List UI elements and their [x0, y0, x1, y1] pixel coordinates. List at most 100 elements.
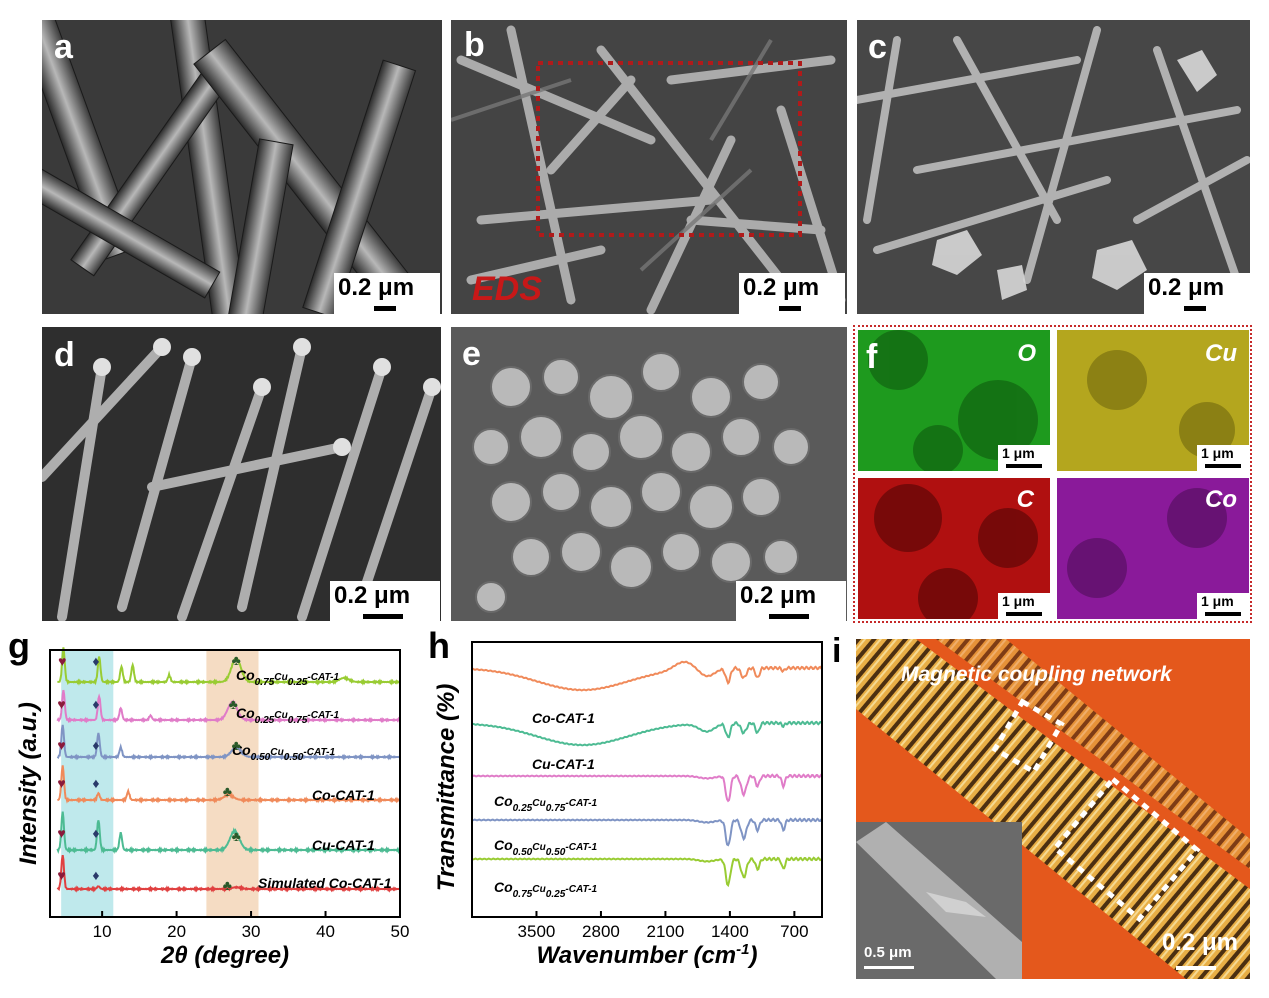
xrd-series-line-3 — [57, 765, 400, 804]
panel-letter-d: d — [54, 336, 75, 374]
magnetic-scale-label: 0.2 μm — [1161, 929, 1238, 956]
heart-marker: ♥ — [57, 825, 65, 841]
eds-scale-label-co: 1 μm — [1201, 593, 1234, 609]
panel-letter-b: b — [464, 26, 485, 64]
sem-image-b — [451, 20, 847, 314]
xrd-highlight-region-0 — [61, 650, 114, 917]
xrd-series-line-2 — [56, 724, 400, 761]
panel-letter-e: e — [462, 335, 481, 373]
diamond-marker: ♦ — [92, 775, 99, 791]
xrd-plot-frame — [49, 649, 401, 918]
eds-label: EDS — [472, 270, 542, 308]
eds-maps-f: O 1 μm Cu 1 μm C 1 μm Co 1 μm — [853, 325, 1252, 623]
club-marker: ♣ — [229, 696, 238, 712]
xrd-chart: Co0.75Cu0.25-CAT-1 Co0.25Cu0.75-CAT-1 Co0.… — [15, 647, 410, 969]
sem-image-c — [857, 20, 1250, 314]
eds-map-c: C 1 μm — [858, 478, 1050, 619]
ftir-series-label-1: Cu-CAT-1 — [532, 756, 595, 772]
scale-label-b: 0.2 μm — [743, 274, 820, 301]
club-marker: ♣ — [232, 828, 241, 844]
xrd-series-label-0: Co0.75Cu0.25-CAT-1 — [236, 667, 339, 688]
diamond-marker: ♦ — [92, 696, 99, 712]
club-marker: ♣ — [232, 652, 241, 668]
scale-bar-e: 0.2 μm — [736, 581, 846, 621]
tem-inset: 0.5 μm — [856, 822, 1022, 979]
ftir-series-line-1 — [471, 720, 823, 747]
scale-bar-c: 0.2 μm — [1144, 273, 1250, 314]
ftir-series-label-2: Co0.25Cu0.75-CAT-1 — [494, 793, 597, 814]
xrd-x-tick-label: 10 — [93, 922, 112, 941]
sem-image-d — [42, 327, 441, 621]
ftir-y-axis-title: Transmittance (%) — [433, 684, 460, 892]
scale-label-a: 0.2 μm — [338, 274, 415, 301]
sem-texture-c — [857, 20, 1250, 314]
sem-texture-a — [42, 20, 442, 314]
diamond-marker: ♦ — [92, 653, 99, 669]
scale-bar-b: 0.2 μm — [739, 273, 845, 314]
sem-texture-e — [451, 327, 847, 621]
panel-letter-c: c — [868, 28, 887, 66]
ftir-series-line-2 — [471, 773, 823, 803]
diamond-marker: ♦ — [92, 867, 99, 883]
panel-letter-i: i — [832, 632, 842, 670]
inset-scale-bar — [864, 966, 914, 969]
heart-marker: ♥ — [58, 653, 66, 669]
ftir-series-line-4 — [471, 856, 823, 888]
diamond-marker: ♦ — [92, 825, 99, 841]
eds-scale-o: 1 μm — [998, 445, 1050, 471]
eds-map-cu: Cu 1 μm — [1057, 330, 1249, 471]
ftir-chart: Co-CAT-1 Cu-CAT-1 Co0.25Cu0.75-CAT-1 Co0.50… — [433, 641, 823, 969]
eds-label-co: Co — [1205, 486, 1237, 513]
eds-map-o: O 1 μm — [858, 330, 1050, 471]
xrd-x-tick-label: 20 — [167, 922, 186, 941]
ftir-series-label-4: Co0.75Cu0.25-CAT-1 — [494, 879, 597, 900]
club-marker: ♣ — [223, 877, 232, 893]
club-marker: ♣ — [232, 737, 241, 753]
eds-scale-cu: 1 μm — [1197, 445, 1249, 471]
xrd-series-label-1: Co0.25Cu0.75-CAT-1 — [236, 705, 339, 726]
heart-marker: ♥ — [57, 737, 65, 753]
panel-letter-a: a — [54, 28, 73, 66]
xrd-series-line-0 — [57, 647, 400, 686]
xrd-y-axis-title: Intensity (a.u.) — [15, 702, 42, 865]
ftir-x-tick-label: 2800 — [582, 922, 620, 941]
panel-letter-g: g — [8, 625, 30, 666]
heart-marker: ♥ — [57, 867, 65, 883]
diamond-marker: ♦ — [92, 737, 99, 753]
sem-image-e — [451, 327, 847, 621]
ftir-x-tick-label: 2100 — [647, 922, 685, 941]
eds-region-box — [536, 61, 802, 237]
xrd-series-label-2: Co0.50Cu0.50-CAT-1 — [232, 742, 335, 763]
ftir-x-tick-label: 700 — [780, 922, 808, 941]
ftir-x-axis-title: Wavenumber (cm-1) — [537, 941, 758, 969]
inset-scale-label: 0.5 μm — [864, 944, 912, 961]
ftir-series-line-0 — [471, 660, 823, 692]
eds-label-cu: Cu — [1205, 340, 1237, 367]
magnetic-title: Magnetic coupling network — [901, 663, 1172, 686]
eds-label-o: O — [1017, 340, 1036, 367]
magnetic-image-i: 0.5 μm Magnetic coupling network 0.2 μm — [856, 639, 1250, 979]
ftir-x-tick-label: 3500 — [518, 922, 556, 941]
heart-marker: ♥ — [57, 775, 65, 791]
eds-label-c: C — [1016, 486, 1034, 513]
ftir-plot-frame — [471, 641, 823, 918]
eds-scale-co: 1 μm — [1197, 593, 1249, 619]
xrd-series-label-5: Simulated Co-CAT-1 — [258, 875, 392, 891]
scale-bar-d: 0.2 μm — [330, 581, 440, 621]
ftir-series-label-0: Co-CAT-1 — [532, 710, 595, 726]
xrd-series-line-5 — [56, 855, 400, 893]
heart-marker: ♥ — [57, 696, 65, 712]
panel-letter-h: h — [428, 625, 450, 666]
scale-label-e: 0.2 μm — [740, 582, 817, 609]
xrd-x-tick-label: 30 — [242, 922, 261, 941]
sem-image-a — [42, 20, 442, 314]
sem-texture-d — [42, 327, 441, 621]
xrd-x-tick-label: 40 — [316, 922, 335, 941]
ftir-series-label-3: Co0.50Cu0.50-CAT-1 — [494, 837, 597, 858]
eds-scale-label-o: 1 μm — [1002, 445, 1035, 461]
eds-scale-label-c: 1 μm — [1002, 593, 1035, 609]
xrd-series-line-4 — [56, 811, 401, 855]
xrd-x-tick-label: 50 — [391, 922, 410, 941]
xrd-x-axis-title: 2θ (degree) — [160, 942, 289, 969]
scale-bar-a: 0.2 μm — [334, 273, 440, 314]
